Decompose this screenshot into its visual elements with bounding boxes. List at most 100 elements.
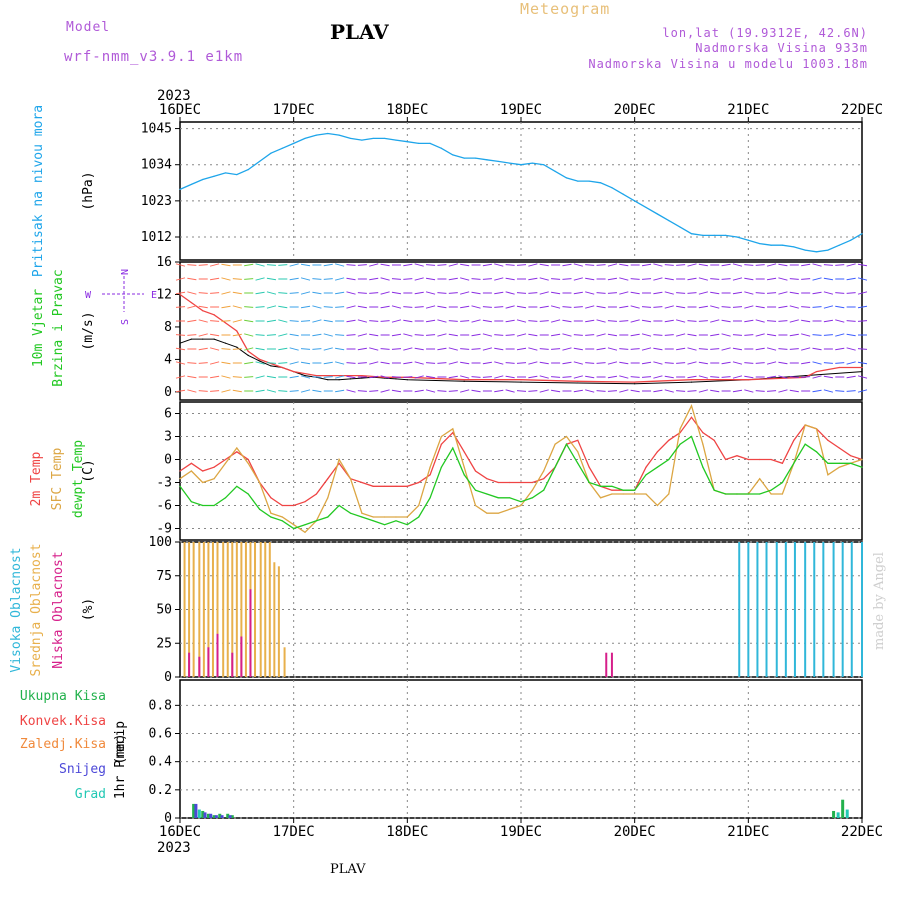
wind-barb (323, 319, 333, 323)
wind-barb (653, 306, 663, 308)
wind-barb (721, 319, 731, 323)
wind-barb (266, 319, 277, 323)
temperature-point (452, 428, 454, 430)
wind-barb (221, 320, 231, 322)
pressure-point (384, 137, 386, 140)
wind-barb (812, 375, 822, 379)
wind-barb (698, 375, 708, 379)
wind-barb (482, 319, 492, 323)
temperature-point (770, 489, 772, 491)
wind-barb (460, 277, 470, 281)
x-tick-label-bottom: 22DEC (841, 824, 883, 840)
pressure-point (679, 226, 681, 228)
temperature-point (304, 531, 306, 533)
wind-barb (278, 347, 288, 351)
wind-barb (198, 319, 208, 323)
compass-east: E (151, 290, 157, 301)
wind-barb (403, 319, 413, 323)
temperature-point (395, 485, 397, 487)
wind-barb (835, 333, 845, 337)
wind-barb (801, 306, 811, 308)
wind-barb (857, 305, 868, 309)
pressure-point (838, 244, 840, 246)
wind-barb (244, 306, 254, 308)
bottom-station-label: PLAV (330, 862, 366, 877)
wind-barb (312, 333, 322, 337)
wind-barb (482, 306, 492, 308)
wind-barb (505, 319, 515, 323)
temperature-point (827, 439, 829, 441)
wind-barb (460, 348, 470, 350)
wind-barb (425, 305, 436, 309)
wind-barb (755, 319, 765, 323)
precip-ytick-label: 0.6 (149, 727, 172, 742)
temperature-point (577, 451, 579, 453)
wind-barb (585, 375, 595, 379)
pressure-point (622, 193, 624, 195)
pressure-point (202, 178, 204, 181)
wind-barb (255, 277, 265, 281)
temperature-point (793, 462, 795, 464)
clouds-bar (216, 542, 219, 677)
pressure-point (645, 206, 647, 209)
precip-ytick-label: 0.4 (149, 755, 173, 770)
temperature-point (850, 462, 852, 464)
wind-barb (698, 389, 708, 393)
wind-barb (789, 389, 799, 393)
clouds-bar (249, 589, 252, 677)
temperature-point (656, 451, 659, 453)
wind-barb (346, 389, 356, 393)
wind-barb (778, 375, 788, 379)
wind-barb (721, 278, 731, 280)
wind-barb (562, 333, 572, 337)
wind-barb (460, 375, 470, 379)
pressure-point (315, 134, 317, 136)
wind-barb (289, 277, 299, 281)
wind-barb (460, 361, 470, 365)
wind-barb (380, 277, 390, 281)
wind-barb (278, 319, 288, 323)
temperature-point (781, 481, 784, 484)
temperature-point (349, 512, 352, 514)
wind-barb (403, 278, 413, 280)
temperature-point (236, 447, 238, 449)
wind-barb (630, 376, 640, 378)
temperature-point (361, 516, 363, 518)
precip-bar (201, 810, 205, 818)
wind-barb (539, 277, 549, 281)
pressure-point (827, 249, 829, 251)
clouds-bar (202, 542, 205, 677)
temperature-point (531, 497, 533, 499)
wind-barb (335, 263, 345, 267)
pressure-point (224, 172, 227, 174)
wind-barb (255, 334, 265, 336)
clouds-bar (822, 542, 825, 677)
compass-north: N (120, 269, 131, 275)
clouds-bar (222, 542, 225, 677)
wind-barb (732, 306, 743, 308)
wind-point (202, 338, 204, 340)
wind-barb (482, 361, 492, 365)
pressure-point (258, 160, 261, 163)
wind-barb (357, 319, 367, 323)
temperature-point (338, 458, 340, 461)
wind-barb (425, 375, 436, 379)
pressure-point (804, 249, 806, 251)
wind-barb (437, 319, 447, 323)
pressure-point (179, 188, 181, 190)
temperature-point (668, 458, 670, 461)
x-tick-label-bottom: 21DEC (727, 824, 769, 840)
temperature-point (554, 466, 556, 468)
wind-barb (528, 333, 538, 337)
wind-barb (710, 376, 720, 378)
wind-barb (323, 333, 333, 337)
temperature-point (509, 508, 511, 510)
pressure-point (520, 164, 522, 166)
wind-barb (789, 278, 799, 280)
wind-barb (516, 319, 527, 323)
wind-point (634, 381, 636, 383)
wind-barb (278, 305, 288, 309)
wind-barb (380, 291, 390, 295)
wind-barb (426, 362, 436, 364)
wind-barb (403, 376, 413, 378)
